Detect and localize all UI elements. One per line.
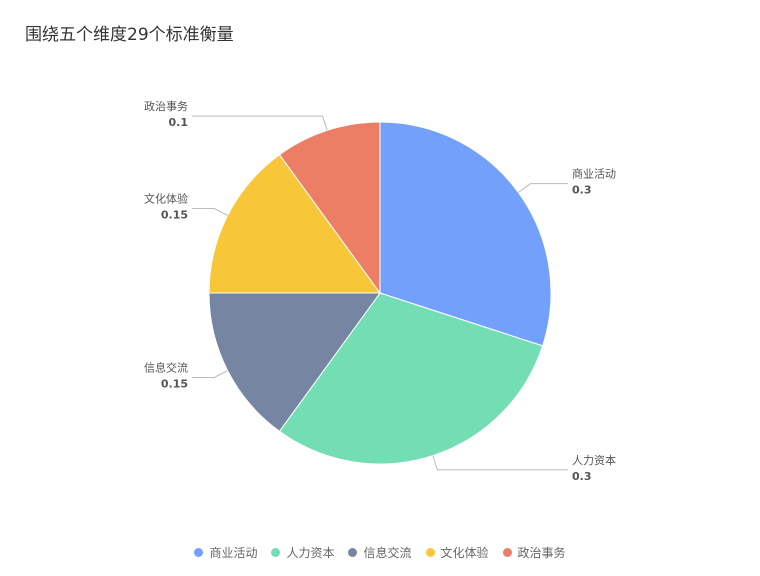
slice-label-value: 0.1 xyxy=(169,116,189,129)
slice-label-name: 政治事务 xyxy=(144,99,188,113)
legend-label: 商业活动 xyxy=(209,546,258,560)
legend-marker xyxy=(425,548,435,557)
chart-title: 围绕五个维度29个标准衡量 xyxy=(25,25,234,45)
slice-label-name: 文化体验 xyxy=(144,192,188,206)
legend-label: 文化体验 xyxy=(440,546,489,560)
legend-marker xyxy=(502,548,512,557)
legend-label: 政治事务 xyxy=(517,546,566,560)
pie-slice-3[interactable] xyxy=(208,153,381,294)
legend-marker xyxy=(271,548,281,557)
label-line-1 xyxy=(432,455,568,471)
legend-item[interactable]: 人力资本 xyxy=(271,544,334,561)
legend-item[interactable]: 政治事务 xyxy=(502,544,566,561)
pie-slice-4[interactable] xyxy=(278,121,381,295)
label-line-2 xyxy=(192,370,228,378)
slice-label-value: 0.3 xyxy=(572,184,592,197)
legend-marker xyxy=(194,548,204,557)
slice-label-value: 0.15 xyxy=(161,377,188,390)
legend-item[interactable]: 信息交流 xyxy=(348,544,412,561)
legend-item[interactable]: 商业活动 xyxy=(194,544,257,561)
slice-label-value: 0.3 xyxy=(572,470,592,483)
label-line-4 xyxy=(192,115,328,131)
slice-label-value: 0.15 xyxy=(161,209,188,222)
slice-label-name: 商业活动 xyxy=(572,167,616,181)
pie-slice-2[interactable] xyxy=(208,292,381,433)
legend-marker xyxy=(348,548,358,557)
slice-label-name: 人力资本 xyxy=(572,453,616,467)
legend-label: 人力资本 xyxy=(286,546,335,560)
label-line-3 xyxy=(192,208,228,216)
legend-item[interactable]: 文化体验 xyxy=(425,544,489,561)
legend: 商业活动 人力资本 信息交流 文化体验 政治事务 xyxy=(0,544,760,561)
legend-label: 信息交流 xyxy=(363,546,412,560)
label-line-0 xyxy=(518,183,568,193)
slice-label-name: 信息交流 xyxy=(144,360,188,374)
